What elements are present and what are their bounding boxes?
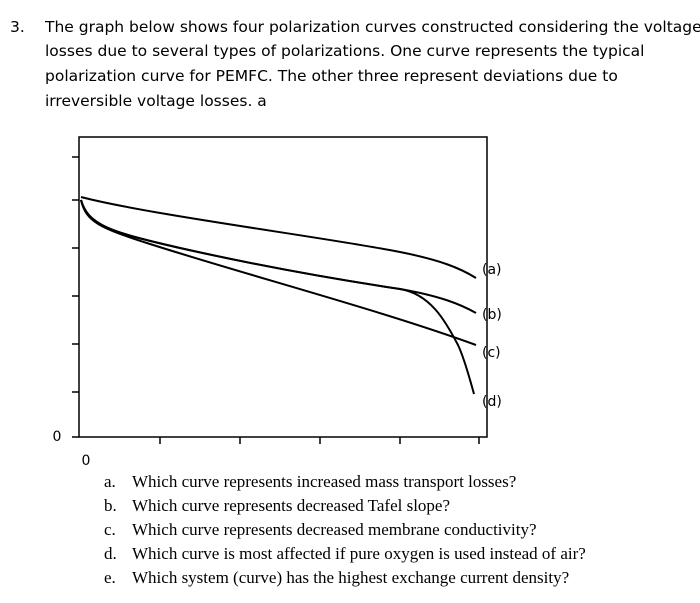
subquestion-text: Which curve is most affected if pure oxy… [132,544,586,563]
curves [80,196,477,395]
question-number: 3. [10,18,25,36]
question-text: polarization curve for PEMFC. The other … [45,67,618,85]
question-text: The graph below shows four polarization … [45,18,700,36]
subquestion-marker: b. [104,496,117,515]
subquestion-text: Which curve represents decreased membran… [132,520,537,539]
ticks [72,156,480,444]
subquestion-marker: a. [104,472,116,491]
x-origin-label: 0 [82,453,91,469]
question-text: irreversible voltage losses. a [45,92,267,110]
question-text: losses due to several types of polarizat… [45,42,645,60]
plot-frame [78,136,488,438]
subquestion-marker: e. [104,568,116,587]
subquestion-marker: d. [104,544,117,563]
curve-label: (d) [482,394,502,410]
subquestion-text: Which system (curve) has the highest exc… [132,568,570,587]
curve-label: (b) [482,307,502,323]
y-origin-label: 0 [53,429,62,445]
curve-label: (c) [482,345,501,361]
curve-c [80,199,477,346]
subquestion-marker: c. [104,520,116,539]
subquestion-text: Which curve represents decreased Tafel s… [132,496,451,515]
curve-a [80,196,477,279]
subquestion-text: Which curve represents increased mass tr… [132,472,517,491]
curve-d [80,199,475,395]
curve-label: (a) [482,262,502,278]
